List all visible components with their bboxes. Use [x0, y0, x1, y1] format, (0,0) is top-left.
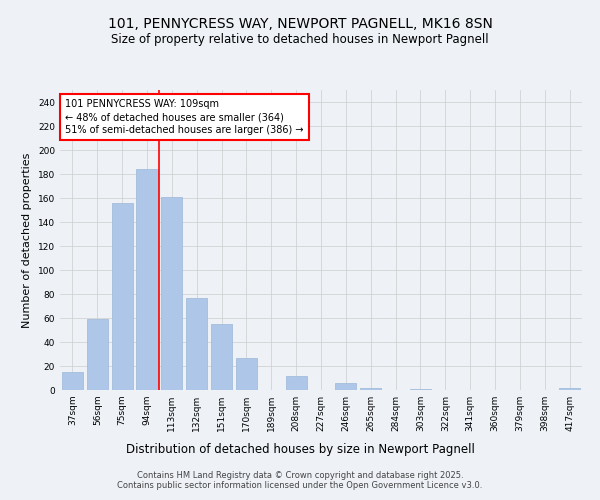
Bar [410, 389, 431, 390]
Bar [559, 388, 580, 390]
Bar [236, 358, 257, 390]
Y-axis label: Number of detached properties: Number of detached properties [22, 152, 32, 328]
Text: Distribution of detached houses by size in Newport Pagnell: Distribution of detached houses by size … [125, 442, 475, 456]
Bar [360, 388, 381, 390]
Bar [211, 324, 232, 390]
Text: 101 PENNYCRESS WAY: 109sqm
← 48% of detached houses are smaller (364)
51% of sem: 101 PENNYCRESS WAY: 109sqm ← 48% of deta… [65, 99, 304, 136]
Bar [286, 376, 307, 390]
Bar [112, 203, 133, 390]
Text: Contains HM Land Registry data © Crown copyright and database right 2025.
Contai: Contains HM Land Registry data © Crown c… [118, 470, 482, 490]
Bar [161, 197, 182, 390]
Text: 101, PENNYCRESS WAY, NEWPORT PAGNELL, MK16 8SN: 101, PENNYCRESS WAY, NEWPORT PAGNELL, MK… [107, 18, 493, 32]
Text: Size of property relative to detached houses in Newport Pagnell: Size of property relative to detached ho… [111, 32, 489, 46]
Bar [136, 169, 158, 390]
Bar [62, 372, 83, 390]
Bar [335, 383, 356, 390]
Bar [87, 319, 108, 390]
Bar [186, 298, 207, 390]
